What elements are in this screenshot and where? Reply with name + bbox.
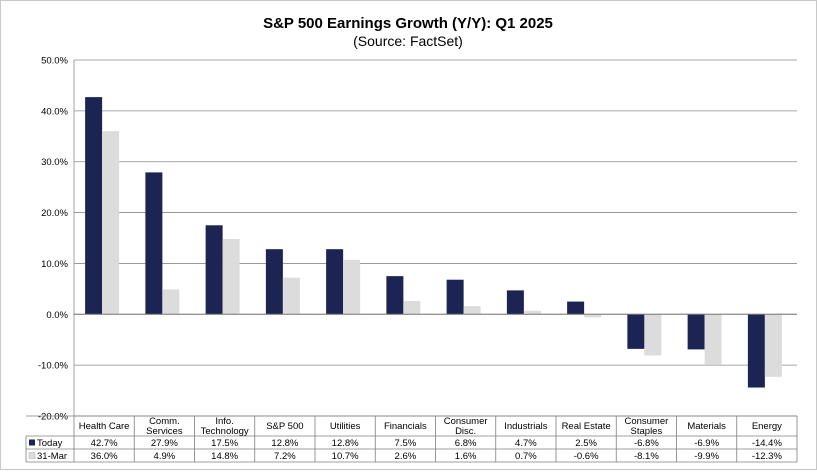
category-label-line: Staples	[631, 426, 663, 437]
bar-today	[747, 314, 765, 388]
data-label: 14.8%	[211, 451, 238, 462]
y-tick-label: 10.0%	[41, 259, 68, 270]
category-label: Industrials	[504, 421, 548, 432]
y-tick-label: 40.0%	[41, 106, 68, 117]
legend-swatch	[29, 439, 35, 446]
bar-today	[627, 314, 645, 349]
y-tick-label: 50.0%	[41, 56, 68, 67]
y-tick-label: 30.0%	[41, 157, 68, 168]
category-label: Health Care	[79, 421, 130, 432]
bar-31-mar	[282, 277, 300, 315]
y-axis: -20.0% -10.0% 0.0% 10.0% 20.0% 30.0% 40.0% 50.0…	[38, 56, 797, 423]
data-label: -0.6%	[574, 451, 599, 462]
category-label: Consumer Disc.	[444, 416, 488, 437]
data-label: 12.8%	[271, 438, 298, 449]
category-label-line: Comm.	[149, 416, 180, 427]
bar-today	[326, 249, 344, 315]
data-label: -12.3%	[752, 451, 783, 462]
category-label-line: Consumer	[444, 416, 488, 427]
category-label-line: Technology	[201, 426, 249, 437]
data-label: -8.1%	[634, 451, 659, 462]
data-table: Health Care Comm. Services Info. Technology S…	[25, 415, 798, 463]
y-tick-label: -20.0%	[38, 412, 69, 423]
bar-today	[687, 314, 705, 350]
category-label-line: Real Estate	[562, 421, 611, 432]
bar-today	[446, 279, 464, 315]
bar-today	[205, 225, 223, 315]
data-label: -9.9%	[694, 451, 719, 462]
bar-31-mar	[644, 314, 662, 356]
category-label-line: Info.	[215, 416, 234, 427]
data-label: 4.7%	[515, 438, 537, 449]
y-tick-label: 20.0%	[41, 208, 68, 219]
bar-today	[386, 276, 404, 315]
data-label: 2.5%	[575, 438, 597, 449]
bar-today	[567, 301, 585, 315]
category-label-line: Disc.	[455, 426, 476, 437]
bar-today	[265, 249, 283, 315]
bar-31-mar	[523, 310, 541, 315]
category-label-line: Energy	[752, 421, 782, 432]
bar-31-mar	[403, 301, 421, 315]
y-tick-label: -10.0%	[38, 361, 69, 372]
bars	[85, 97, 782, 388]
category-label-line: Industrials	[504, 421, 548, 432]
category-label: Materials	[687, 421, 726, 432]
bar-31-mar	[162, 289, 180, 315]
legend-label: 31-Mar	[37, 451, 67, 462]
category-label-line: Financials	[384, 421, 427, 432]
legend-label: Today	[37, 438, 63, 449]
category-label: Comm. Services	[146, 416, 183, 437]
bar-31-mar	[584, 314, 602, 318]
data-label: 7.5%	[395, 438, 417, 449]
data-label: 17.5%	[211, 438, 238, 449]
category-label-line: Utilities	[330, 421, 361, 432]
data-label: 1.6%	[455, 451, 477, 462]
data-label: 2.6%	[395, 451, 417, 462]
category-label-line: Consumer	[624, 416, 668, 427]
y-tick-label: 0.0%	[46, 310, 68, 321]
data-label: 10.7%	[332, 451, 359, 462]
category-label-line: Health Care	[79, 421, 130, 432]
category-label-line: Services	[146, 426, 183, 437]
category-label-line: Materials	[687, 421, 726, 432]
bar-31-mar	[704, 314, 722, 365]
bar-31-mar	[102, 131, 120, 315]
category-label-line: S&P 500	[266, 421, 303, 432]
data-label: 36.0%	[91, 451, 118, 462]
data-label: 27.9%	[151, 438, 178, 449]
bar-31-mar	[764, 314, 782, 377]
category-label: Utilities	[330, 421, 361, 432]
legend-swatch	[28, 452, 36, 459]
data-label: 42.7%	[91, 438, 118, 449]
category-label: Energy	[752, 421, 782, 432]
chart-subtitle: (Source: FactSet)	[353, 33, 463, 49]
bar-today	[145, 172, 163, 315]
data-label: 4.9%	[154, 451, 176, 462]
chart-title: S&P 500 Earnings Growth (Y/Y): Q1 2025	[263, 15, 553, 32]
category-label: S&P 500	[266, 421, 303, 432]
data-label: 6.8%	[455, 438, 477, 449]
category-label: Info. Technology	[201, 416, 249, 437]
data-label: -6.8%	[634, 438, 659, 449]
category-label: Consumer Staples	[624, 416, 668, 437]
data-label: 0.7%	[515, 451, 537, 462]
bar-31-mar	[343, 259, 361, 315]
bar-today	[506, 290, 524, 315]
category-label: Real Estate	[562, 421, 611, 432]
data-label: 12.8%	[332, 438, 359, 449]
data-label: -6.9%	[694, 438, 719, 449]
data-label: 7.2%	[274, 451, 296, 462]
data-label: -14.4%	[752, 438, 783, 449]
category-label: Financials	[384, 421, 427, 432]
bar-31-mar	[463, 306, 481, 315]
bar-today	[85, 97, 103, 315]
bar-31-mar	[222, 239, 240, 315]
